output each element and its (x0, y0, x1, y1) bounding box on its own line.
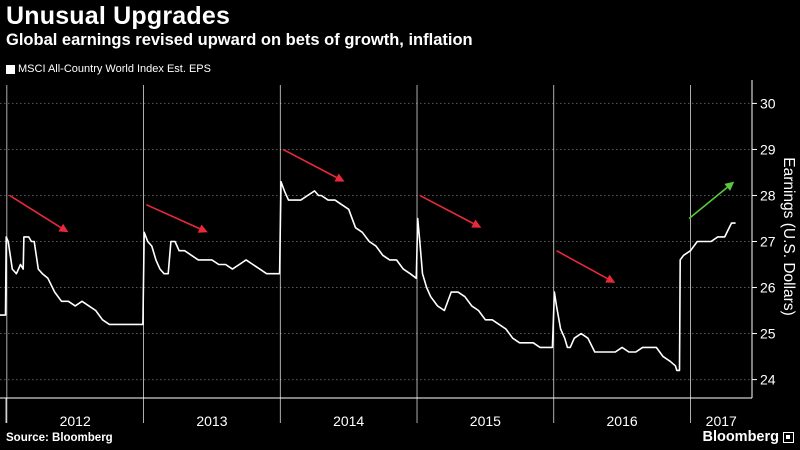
brand-mark-icon (783, 431, 794, 443)
arrow-shaft (688, 186, 728, 220)
arrow-head (471, 219, 482, 228)
arrow-head (724, 181, 735, 191)
source-note: Source: Bloomberg (6, 432, 113, 444)
axes (0, 80, 757, 423)
arrow-head (58, 223, 69, 233)
ytick-label: 26 (760, 280, 776, 296)
brand-logo: Bloomberg (702, 429, 794, 445)
arrow-head (197, 224, 208, 233)
brand-name: Bloomberg (702, 429, 779, 445)
xtick-label: 2015 (470, 413, 501, 429)
series-layer (0, 180, 736, 372)
legend-swatch (6, 64, 15, 74)
ytick-label: 25 (760, 326, 776, 342)
chart-legend: MSCI All-Country World Index Est. EPS (6, 63, 211, 75)
arrow-shaft (419, 194, 474, 225)
grid-lines (0, 102, 752, 381)
ytick-label: 29 (760, 141, 776, 157)
arrow-shaft (556, 250, 608, 280)
xtick-label: 2016 (607, 413, 638, 429)
xtick-label: 2013 (196, 413, 227, 429)
arrow-head (334, 173, 345, 182)
arrow-shaft (282, 148, 337, 179)
chart-subtitle: Global earnings revised upward on bets o… (6, 31, 473, 49)
xtick-label: 2012 (60, 413, 91, 429)
tick-labels: 24 25 26 27 28 29 30 2012 2013 2014 2015 2016 2017 Ea… (60, 95, 797, 429)
chart-title: Unusual Upgrades (6, 2, 231, 30)
ytick-label: 30 (760, 95, 776, 111)
y-axis-title: Earnings (U.S. Dollars) (780, 157, 797, 316)
xtick-label: 2017 (706, 413, 737, 429)
legend-label: MSCI All-Country World Index Est. EPS (18, 63, 211, 75)
arrow-head (605, 274, 616, 283)
trend-arrows (9, 148, 735, 283)
xtick-label: 2014 (333, 413, 364, 429)
series-line-eps (0, 180, 736, 372)
arrow-shaft (145, 203, 200, 230)
ytick-label: 24 (760, 372, 776, 388)
arrow-shaft (9, 194, 62, 229)
ytick-label: 28 (760, 187, 776, 203)
ytick-label: 27 (760, 234, 776, 250)
